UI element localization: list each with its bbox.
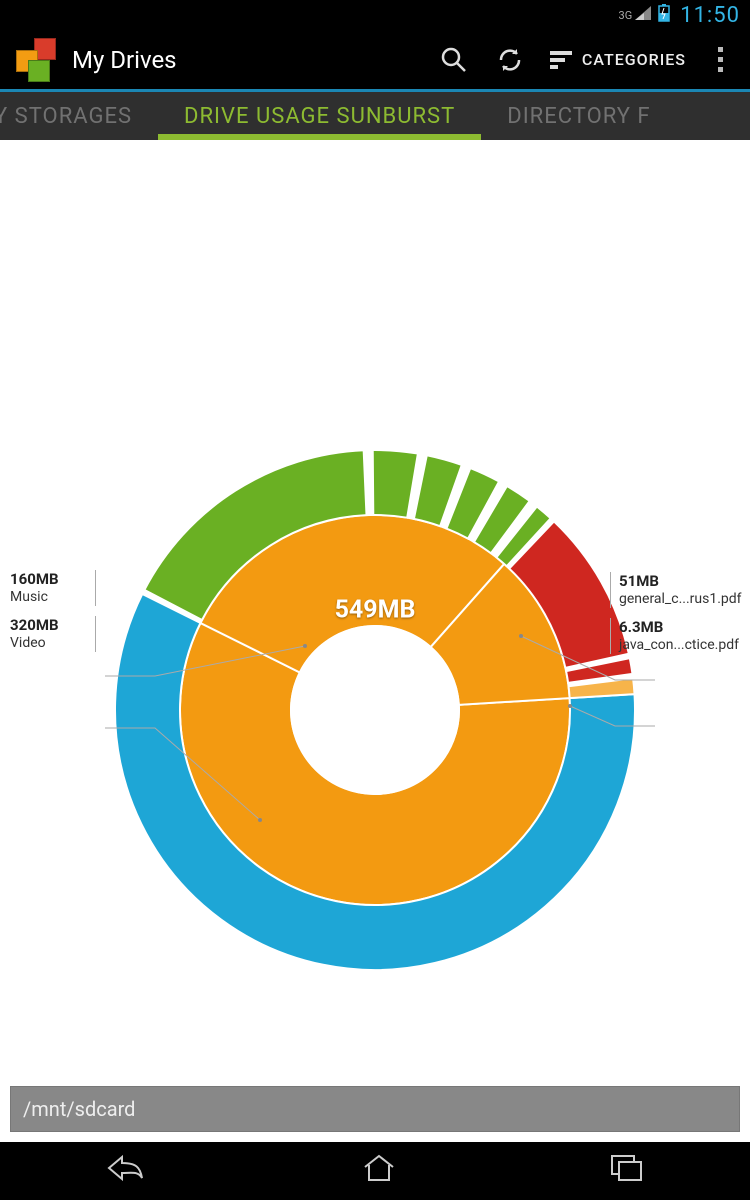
categories-label: CATEGORIES: [582, 50, 686, 69]
tab-drive-usage-sunburst[interactable]: DRIVE USAGE SUNBURST: [158, 92, 481, 140]
back-button[interactable]: [106, 1153, 148, 1187]
home-button[interactable]: [361, 1153, 397, 1187]
tab-bar: Y STORAGES DRIVE USAGE SUNBURST DIRECTOR…: [0, 92, 750, 140]
clock: 11:50: [680, 3, 740, 28]
callout-label: 6.3MBjava_con...ctice.pdf: [610, 618, 742, 654]
sort-icon: [550, 51, 572, 69]
search-icon[interactable]: [426, 32, 482, 88]
categories-button[interactable]: CATEGORIES: [538, 50, 698, 69]
chart-area: 549MB 160MBMusic 320MBVideo 51MBgeneral_c.…: [0, 140, 750, 1142]
callout-label: 320MBVideo: [10, 616, 96, 652]
signal-icon: [634, 5, 652, 26]
action-bar: My Drives CATEGORIES: [0, 30, 750, 92]
path-bar[interactable]: /mnt/sdcard: [10, 1086, 740, 1132]
tab-directory[interactable]: DIRECTORY F: [481, 92, 650, 140]
network-3g-label: 3G: [619, 9, 633, 22]
status-bar: 3G 11:50: [0, 0, 750, 30]
app-title: My Drives: [72, 46, 426, 74]
callout-label: 160MBMusic: [10, 570, 96, 606]
app-icon[interactable]: [14, 38, 58, 82]
path-text: /mnt/sdcard: [23, 1097, 135, 1121]
tab-storages[interactable]: Y STORAGES: [0, 92, 158, 140]
recent-apps-button[interactable]: [610, 1154, 644, 1186]
callout-label: 51MBgeneral_c...rus1.pdf: [610, 572, 742, 608]
overflow-menu-icon[interactable]: [698, 32, 742, 88]
refresh-icon[interactable]: [482, 32, 538, 88]
sunburst-center-label: 549MB: [335, 596, 416, 625]
system-nav-bar: [0, 1142, 750, 1197]
battery-icon: [658, 4, 670, 27]
